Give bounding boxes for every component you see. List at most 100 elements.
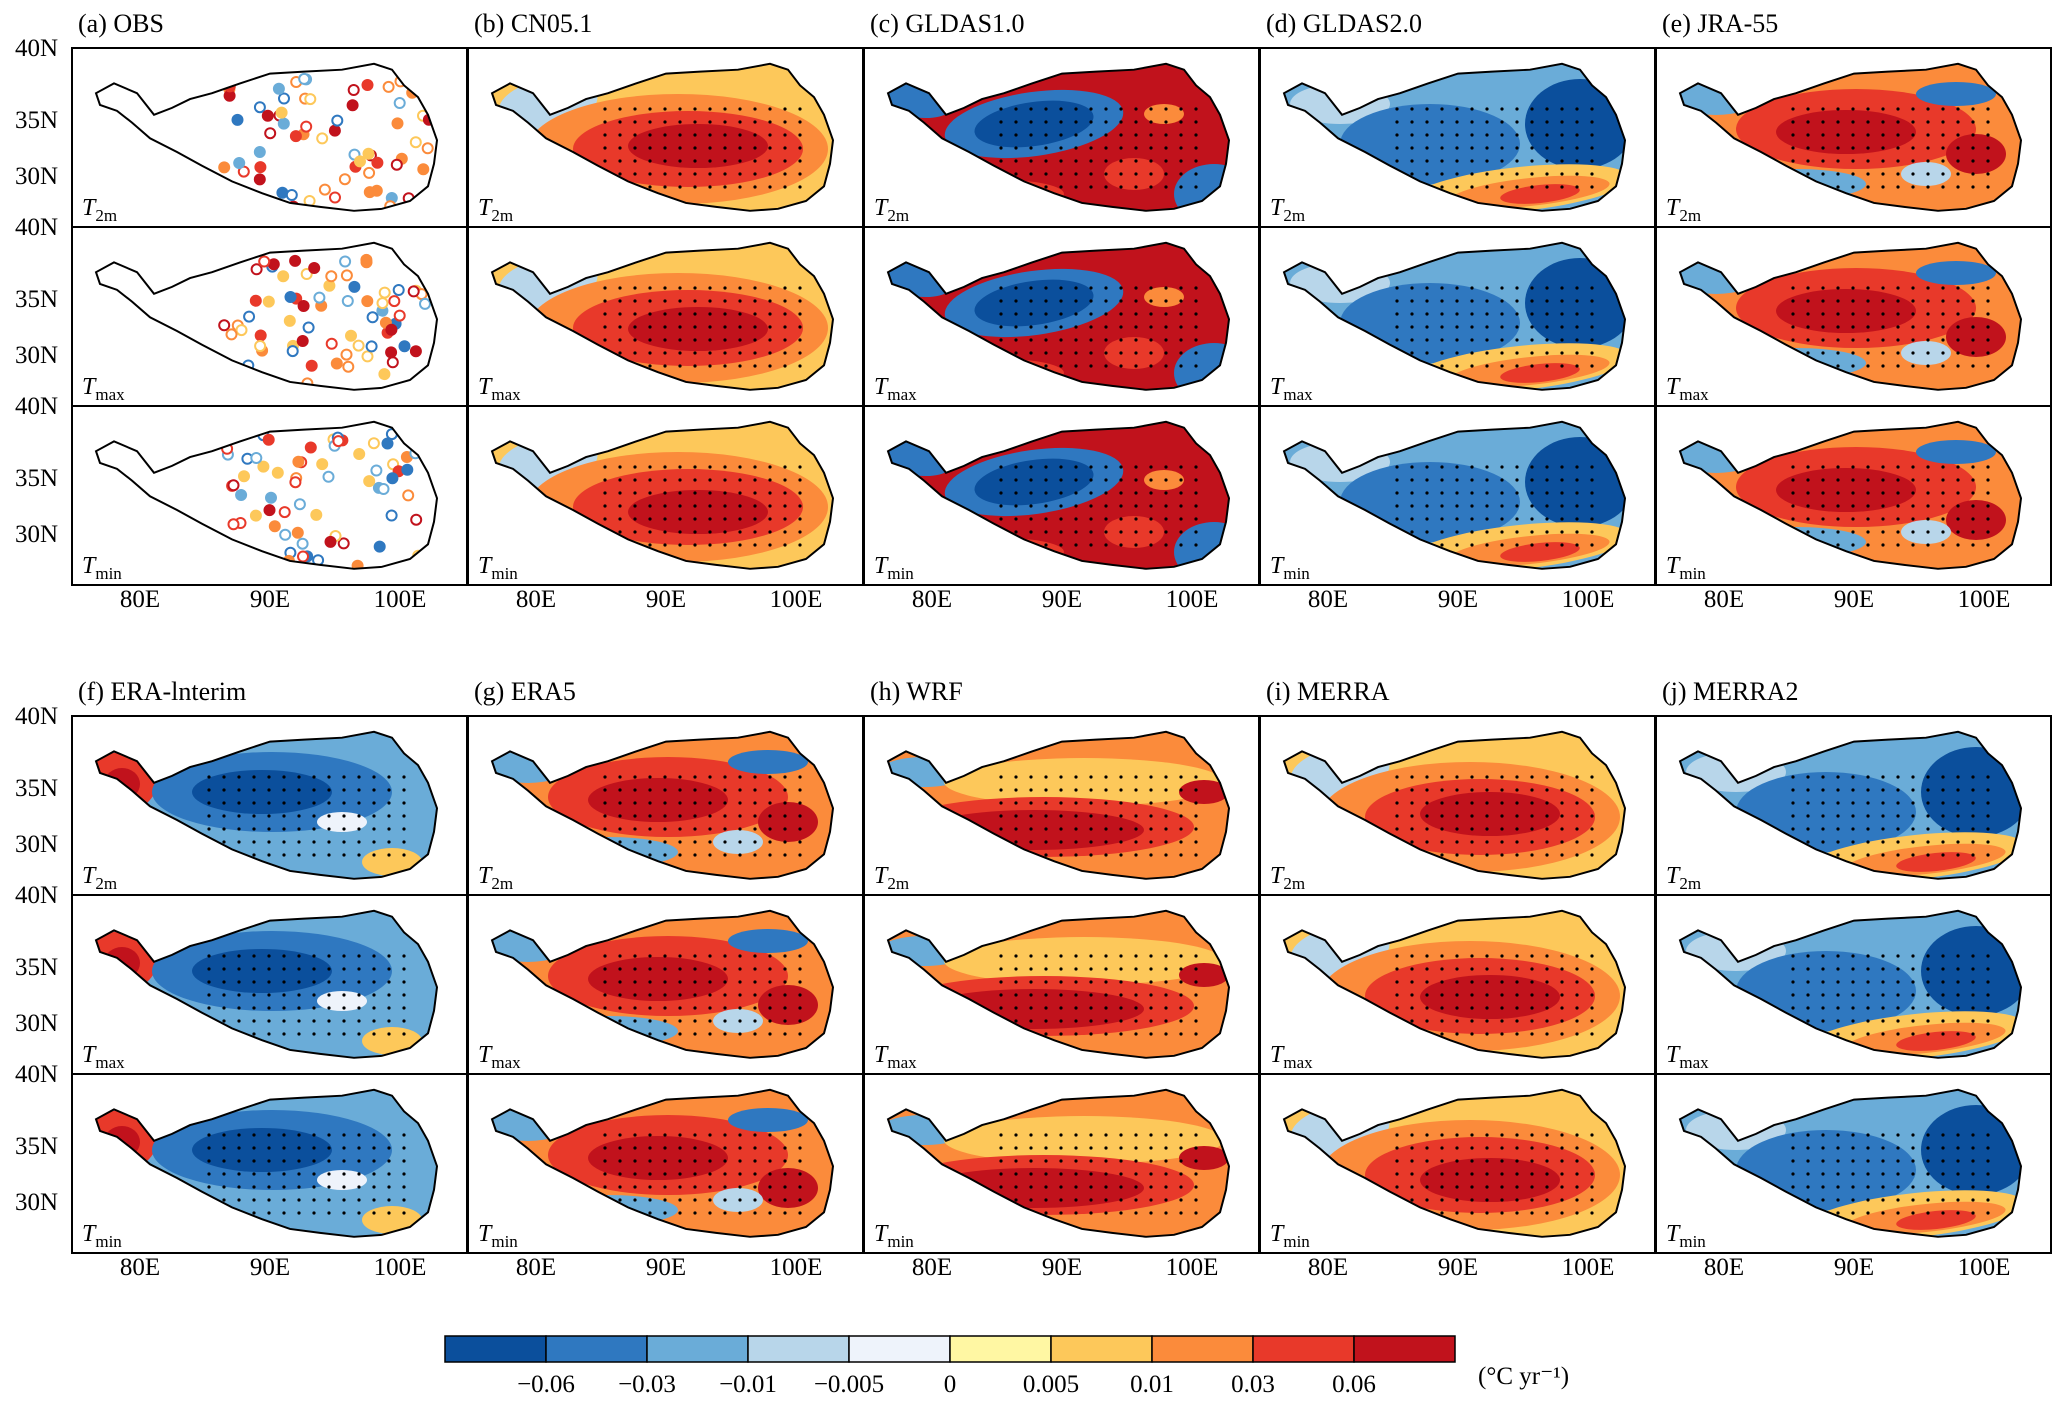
- station-dot: [367, 437, 380, 450]
- plateau-outline: [886, 909, 1231, 1059]
- station-dot: [225, 328, 238, 341]
- latitude-tick-label: 30N: [15, 342, 58, 369]
- map-cell: Tmax: [467, 894, 864, 1075]
- station-dot: [218, 319, 231, 332]
- map-cell: Tmin: [1259, 1073, 1656, 1254]
- longitude-tick-label: 80E: [1308, 586, 1348, 613]
- station-dot: [218, 161, 231, 174]
- station-dot: [386, 472, 399, 485]
- station-dot: [417, 163, 430, 176]
- station-dot: [275, 106, 288, 119]
- panel-title: (d) GLDAS2.0: [1266, 9, 1422, 38]
- station-dot: [401, 463, 414, 476]
- plateau-outline: [1678, 1088, 2023, 1238]
- station-dot: [257, 460, 270, 473]
- plateau-outline: [94, 62, 439, 212]
- station-dot: [277, 270, 290, 283]
- map-cell: Tmax: [467, 226, 864, 407]
- colorbar-tick-label: 0.01: [1130, 1371, 1174, 1398]
- station-dot: [421, 142, 434, 155]
- station-dot: [392, 284, 405, 296]
- plateau-outline: [1282, 62, 1627, 212]
- station-dot: [289, 130, 302, 143]
- map-cell: Tmin: [467, 405, 864, 586]
- panel-title: (b) CN05.1: [474, 9, 592, 38]
- colorbar-cell: [646, 1335, 749, 1363]
- longitude-tick-label: 90E: [1042, 586, 1082, 613]
- station-dot: [254, 329, 267, 342]
- station-dot: [300, 120, 313, 133]
- plateau-outline: [1282, 909, 1627, 1059]
- station-dot: [292, 455, 305, 468]
- station-dot: [296, 335, 309, 347]
- station-dot: [289, 254, 302, 267]
- station-dot: [328, 124, 341, 137]
- colorbar-tick-label: −0.01: [719, 1371, 777, 1398]
- station-dot: [409, 136, 422, 149]
- map-cell: T2m: [71, 47, 468, 228]
- latitude-tick-label: 30N: [15, 163, 58, 190]
- station-dot: [363, 166, 376, 179]
- plateau-outline: [886, 730, 1231, 880]
- panel-title: (c) GLDAS1.0: [870, 9, 1025, 38]
- station-dot: [253, 101, 266, 114]
- station-dot: [313, 291, 326, 304]
- station-dot: [233, 157, 246, 169]
- map-cell: Tmax: [1655, 226, 2052, 407]
- station-dot: [268, 520, 281, 533]
- longitude-tick-label: 90E: [1834, 586, 1874, 613]
- colorbar-cell: [444, 1335, 547, 1363]
- longitude-tick-label: 80E: [912, 1254, 952, 1281]
- plateau-outline: [490, 241, 835, 391]
- plateau-outline: [490, 62, 835, 212]
- colorbar-cell: [747, 1335, 850, 1363]
- station-dot: [378, 368, 391, 381]
- station-dot: [261, 109, 274, 122]
- station-dot: [318, 183, 331, 196]
- map-cell: Tmax: [1259, 226, 1656, 407]
- variable-label: Tmax: [1666, 374, 1709, 404]
- colorbar-cell: [1151, 1335, 1254, 1363]
- latitude-tick-label: 35N: [15, 107, 58, 134]
- station-dot: [342, 360, 355, 373]
- station-dot: [393, 309, 406, 322]
- station-dot: [331, 114, 344, 127]
- station-dot: [316, 132, 329, 145]
- longitude-tick-label: 100E: [770, 1254, 823, 1281]
- plateau-outline: [886, 1088, 1231, 1238]
- station-dot: [322, 470, 335, 483]
- map-cell: Tmax: [863, 226, 1260, 407]
- map-cell: Tmin: [863, 1073, 1260, 1254]
- station-dot: [283, 314, 296, 327]
- latitude-tick-label: 35N: [15, 465, 58, 492]
- plateau-outline: [1282, 420, 1627, 570]
- map-cell: T2m: [1655, 47, 2052, 228]
- panel-title: (a) OBS: [78, 9, 164, 38]
- plateau-outline: [94, 1088, 439, 1238]
- colorbar-cell: [949, 1335, 1052, 1363]
- station-dot: [310, 508, 323, 521]
- latitude-tick-label: 30N: [15, 1010, 58, 1037]
- station-dot: [298, 72, 311, 85]
- colorbar-cell: [545, 1335, 648, 1363]
- station-dot: [393, 97, 406, 109]
- latitude-tick-label: 35N: [15, 954, 58, 981]
- latitude-tick-label: 35N: [15, 1133, 58, 1160]
- plateau-outline: [1282, 1088, 1627, 1238]
- longitude-tick-label: 100E: [374, 1254, 427, 1281]
- station-dot: [365, 340, 378, 353]
- plateau-outline: [490, 420, 835, 570]
- station-dot: [363, 475, 376, 488]
- latitude-tick-label: 40N: [15, 1061, 58, 1088]
- plateau-outline: [1678, 909, 2023, 1059]
- station-dot: [227, 518, 240, 531]
- map-cell: Tmin: [1259, 405, 1656, 586]
- colorbar: −0.06 −0.03 −0.01 −0.005 0 0.005 0.01 0.03 0.06 …: [444, 1335, 1569, 1398]
- station-dot: [371, 156, 384, 169]
- station-dot: [381, 437, 394, 450]
- station-dot: [409, 345, 422, 358]
